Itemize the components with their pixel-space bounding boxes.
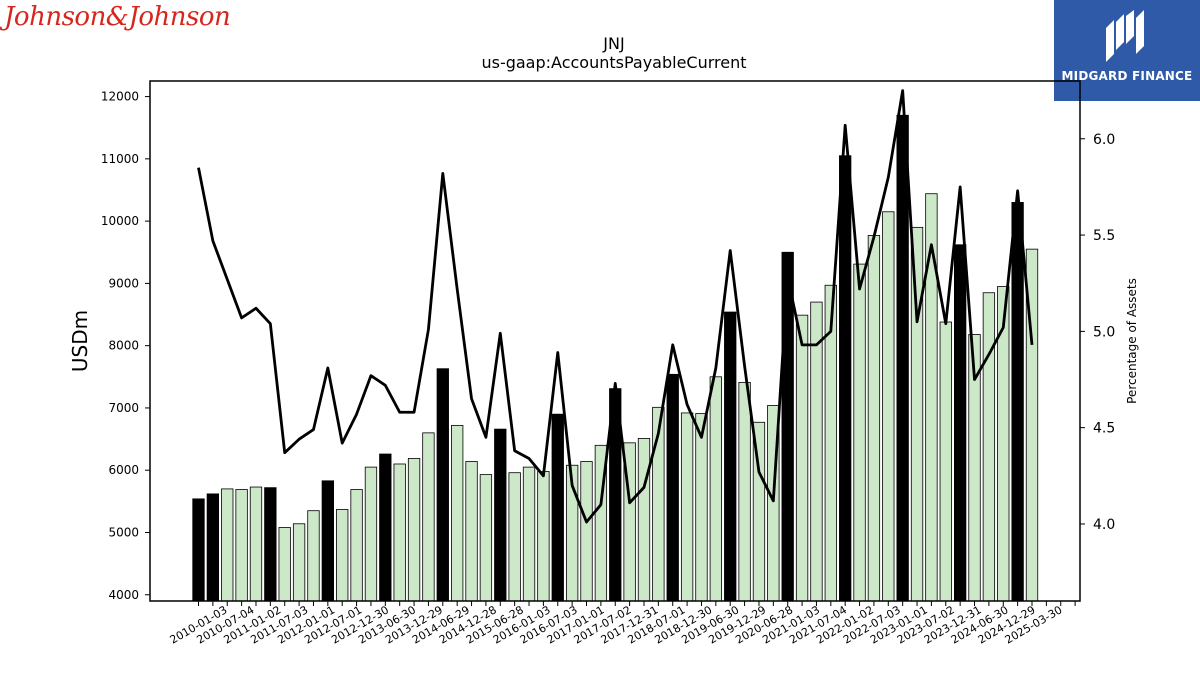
- bar: [637, 438, 651, 602]
- bar: [465, 461, 478, 602]
- bar: [910, 226, 924, 602]
- bar: [1011, 202, 1024, 602]
- bar: [508, 472, 521, 602]
- bar: [522, 466, 536, 602]
- bar: [709, 376, 722, 602]
- bar: [479, 474, 493, 602]
- bar: [982, 292, 996, 602]
- bar: [278, 527, 291, 602]
- bar: [882, 211, 895, 602]
- y-tick-label: 8000: [108, 339, 139, 353]
- bar: [925, 193, 938, 602]
- y-tick-label: 11000: [101, 152, 139, 166]
- chart-subtitle: us-gaap:AccountsPayableCurrent: [481, 53, 746, 72]
- bar: [422, 432, 435, 602]
- bar: [781, 251, 794, 602]
- bar: [839, 155, 852, 602]
- bar: [393, 463, 406, 602]
- bar: [795, 314, 809, 602]
- bar: [264, 487, 277, 602]
- y2-tick-label: 6.0: [1093, 132, 1115, 148]
- bar: [939, 321, 952, 602]
- y-tick-label: 5000: [108, 525, 139, 539]
- bar: [853, 263, 866, 602]
- bar: [235, 489, 248, 602]
- midgard-logo-icon: [1106, 10, 1144, 62]
- y2-tick-label: 4.0: [1093, 517, 1115, 533]
- bar: [307, 510, 320, 602]
- y-tick-label: 10000: [101, 214, 139, 228]
- bar: [336, 509, 349, 602]
- bar: [249, 486, 263, 602]
- bar: [537, 471, 550, 602]
- bar: [867, 235, 881, 602]
- bar: [364, 466, 378, 602]
- percentage-line: [197, 89, 1034, 524]
- y2-axis-label: Percentage of Assets: [1125, 278, 1139, 404]
- bar: [724, 311, 737, 602]
- bar: [451, 424, 464, 602]
- bar: [666, 373, 679, 602]
- y-tick-label: 7000: [108, 401, 139, 415]
- bar: [896, 114, 909, 602]
- bar: [580, 461, 593, 602]
- y2-tick-label: 4.5: [1093, 421, 1115, 437]
- y-tick-label: 9000: [108, 276, 139, 290]
- plot-area: 4000 5000 6000 7000 8000 9000 10000 11000 12000 4…: [101, 80, 1115, 647]
- bar: [350, 489, 363, 602]
- bar: [551, 413, 564, 602]
- y-tick-label: 12000: [101, 90, 139, 104]
- bar: [695, 413, 708, 602]
- midgard-finance-logo: MIDGARD FINANCE: [1054, 0, 1200, 101]
- bar: [738, 382, 751, 602]
- johnson-and-johnson-logo: Johnson&Johnson: [4, 2, 231, 32]
- bar: [436, 368, 449, 602]
- y-tick-label: 4000: [108, 588, 139, 602]
- y2-tick-label: 5.5: [1093, 228, 1115, 244]
- bar: [954, 244, 967, 602]
- midgard-finance-label: MIDGARD FINANCE: [1061, 69, 1193, 83]
- bar: [494, 428, 507, 602]
- bar: [407, 457, 421, 602]
- y2-tick-label: 5.0: [1093, 324, 1115, 340]
- bar: [321, 480, 334, 602]
- bar: [221, 488, 234, 602]
- bar: [206, 493, 220, 602]
- chart-title: JNJ: [602, 34, 624, 53]
- bar: [379, 453, 392, 602]
- bar: [810, 301, 823, 602]
- bar: [292, 523, 306, 602]
- y-tick-label: 6000: [108, 463, 139, 477]
- y-axis-label: USDm: [68, 310, 92, 372]
- bar: [680, 412, 694, 602]
- bar: [192, 498, 205, 602]
